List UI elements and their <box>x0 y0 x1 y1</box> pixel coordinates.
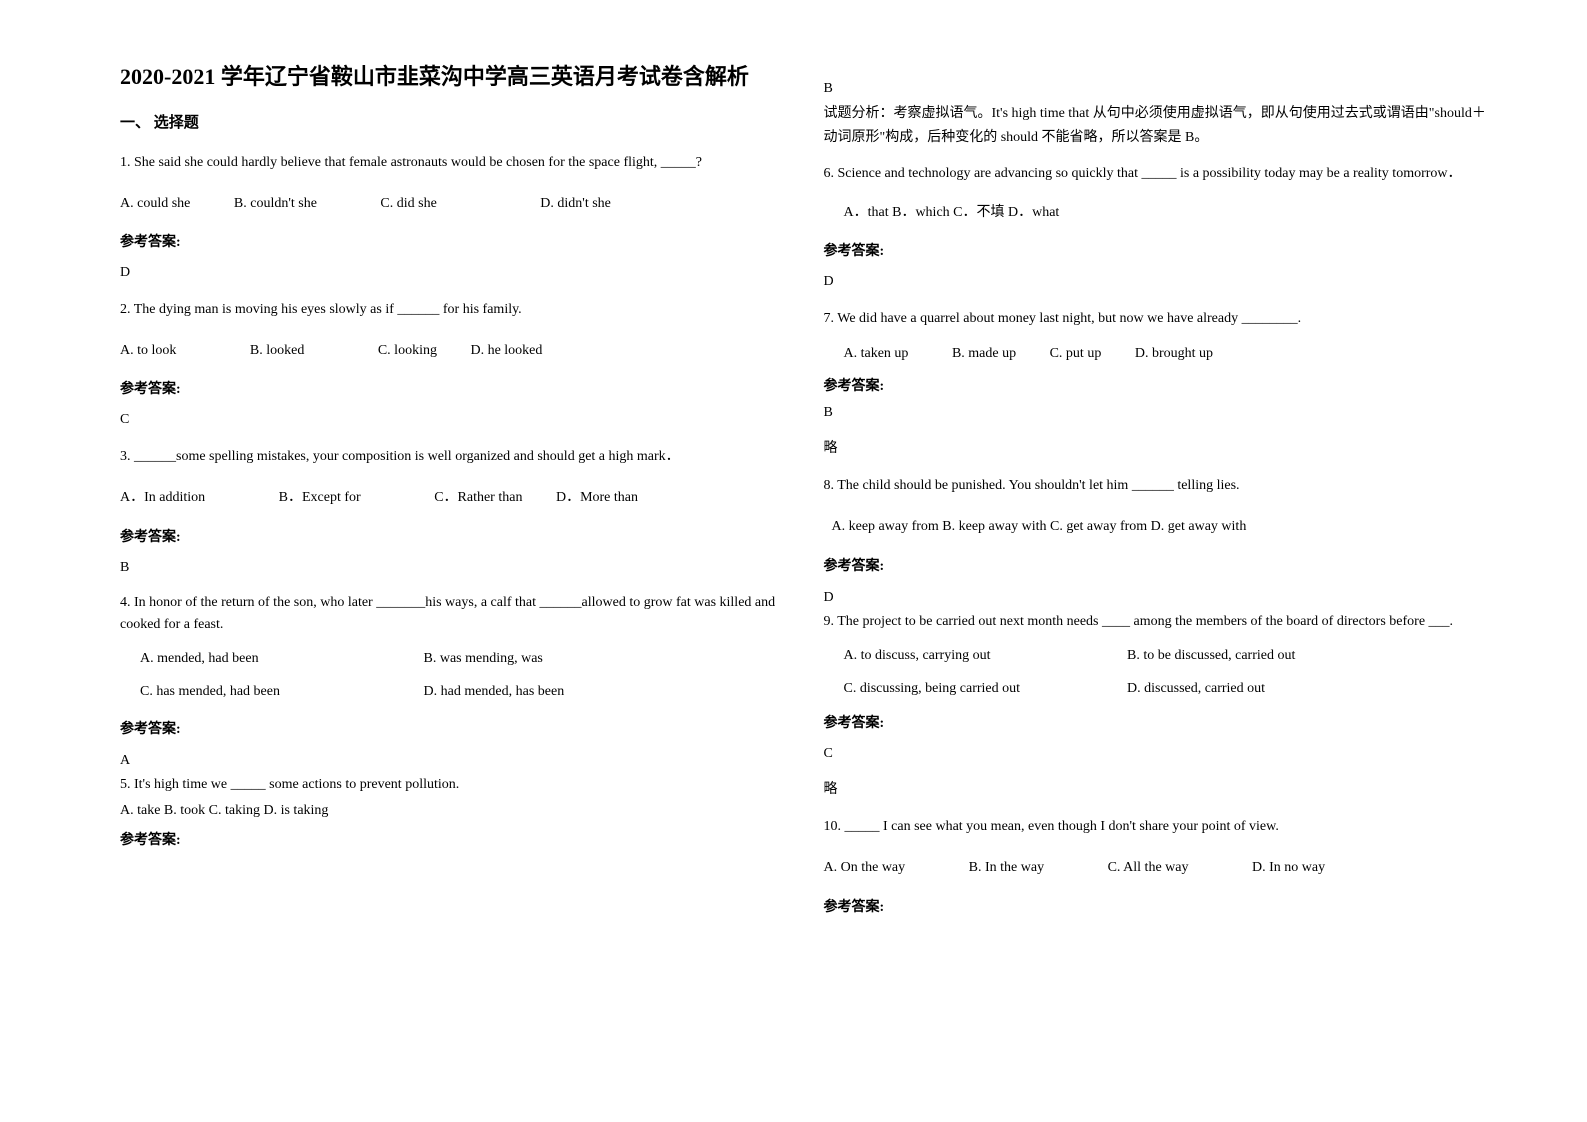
q7-text: 7. We did have a quarrel about money las… <box>824 306 1488 333</box>
q8-options: A. keep away from B. keep away with C. g… <box>824 514 1488 541</box>
q10-opt-d: D. In no way <box>1252 855 1325 882</box>
q7-options: A. taken up B. made up C. put up D. brou… <box>824 341 1488 368</box>
q5-analysis: 试题分析：考察虚拟语气。It's high time that 从句中必须使用虚… <box>824 102 1488 150</box>
q3-answer: B <box>120 560 784 576</box>
q7-opt-b: B. made up <box>952 341 1016 368</box>
q3-text: 3. ______some spelling mistakes, your co… <box>120 444 784 471</box>
q10-opt-b: B. In the way <box>969 855 1044 882</box>
q2-opt-c: C. looking <box>378 338 437 365</box>
q7-opt-c: C. put up <box>1050 341 1102 368</box>
q1-opt-b: B. couldn't she <box>234 191 317 218</box>
q6-text: 6. Science and technology are advancing … <box>824 162 1488 186</box>
q7-opt-d: D. brought up <box>1135 341 1213 368</box>
q6-answer: D <box>824 274 1488 290</box>
q3-opt-c: C．Rather than <box>434 485 522 512</box>
q1-text: 1. She said she could hardly believe tha… <box>120 150 784 177</box>
q9-opt-a: A. to discuss, carrying out <box>844 643 1124 670</box>
q3-opt-d: D．More than <box>556 485 638 512</box>
q4-opt-c: C. has mended, had been <box>140 679 420 706</box>
q3-opt-b: B．Except for <box>279 485 361 512</box>
document-page: 2020-2021 学年辽宁省鞍山市韭菜沟中学高三英语月考试卷含解析 一、 选择… <box>0 0 1587 1122</box>
q9-note: 略 <box>824 778 1488 798</box>
q1-options: A. could she B. couldn't she C. did she … <box>120 191 784 218</box>
q4-answer-label: 参考答案: <box>120 718 784 738</box>
q6-options: A．that B．which C．不填 D．what <box>824 200 1488 227</box>
q8-answer-label: 参考答案: <box>824 555 1488 575</box>
q9-opt-d: D. discussed, carried out <box>1127 676 1407 703</box>
q3-options: A．In addition B．Except for C．Rather than… <box>120 485 784 512</box>
q4-opt-d: D. had mended, has been <box>424 679 704 706</box>
q9-options-row2: C. discussing, being carried out D. disc… <box>824 676 1488 703</box>
q1-answer: D <box>120 265 784 281</box>
q9-text: 9. The project to be carried out next mo… <box>824 611 1488 633</box>
q2-text: 2. The dying man is moving his eyes slow… <box>120 297 784 324</box>
q4-options-row2: C. has mended, had been D. had mended, h… <box>120 679 784 706</box>
q3-opt-a: A．In addition <box>120 485 205 512</box>
q9-options-row1: A. to discuss, carrying out B. to be dis… <box>824 643 1488 670</box>
q6-answer-label: 参考答案: <box>824 240 1488 260</box>
q9-opt-b: B. to be discussed, carried out <box>1127 643 1407 670</box>
q4-options-row1: A. mended, had been B. was mending, was <box>120 646 784 673</box>
q10-answer-label: 参考答案: <box>824 896 1488 916</box>
q8-text: 8. The child should be punished. You sho… <box>824 473 1488 500</box>
q1-answer-label: 参考答案: <box>120 231 784 251</box>
q5-answer-label: 参考答案: <box>120 829 784 849</box>
q2-opt-b: B. looked <box>250 338 304 365</box>
q4-answer: A <box>120 752 784 770</box>
q5-text: 5. It's high time we _____ some actions … <box>120 774 784 796</box>
q10-opt-a: A. On the way <box>824 855 906 882</box>
q10-opt-c: C. All the way <box>1108 855 1189 882</box>
q2-answer: C <box>120 412 784 428</box>
q9-answer: C <box>824 746 1488 762</box>
q7-answer-label: 参考答案: <box>824 375 1488 395</box>
q10-text: 10. _____ I can see what you mean, even … <box>824 814 1488 841</box>
q5-options: A. take B. took C. taking D. is taking <box>120 800 784 822</box>
q1-opt-c: C. did she <box>380 191 436 218</box>
q1-opt-d: D. didn't she <box>540 191 611 218</box>
q8-answer: D <box>824 589 1488 607</box>
right-column: B 试题分析：考察虚拟语气。It's high time that 从句中必须使… <box>804 60 1508 1082</box>
q4-opt-a: A. mended, had been <box>140 646 420 673</box>
section-header: 一、 选择题 <box>120 111 784 132</box>
q2-opt-d: D. he looked <box>470 338 542 365</box>
q2-answer-label: 参考答案: <box>120 378 784 398</box>
q9-opt-c: C. discussing, being carried out <box>844 676 1124 703</box>
q9-answer-label: 参考答案: <box>824 712 1488 732</box>
q10-options: A. On the way B. In the way C. All the w… <box>824 855 1488 882</box>
q7-opt-a: A. taken up <box>844 341 909 368</box>
q4-text-content: 4. In honor of the return of the son, wh… <box>120 595 775 632</box>
q4-text: 4. In honor of the return of the son, wh… <box>120 592 784 637</box>
q5-answer: B <box>824 80 1488 98</box>
q1-opt-a: A. could she <box>120 191 190 218</box>
document-title: 2020-2021 学年辽宁省鞍山市韭菜沟中学高三英语月考试卷含解析 <box>120 60 784 93</box>
q4-opt-b: B. was mending, was <box>424 646 704 673</box>
q7-note: 略 <box>824 437 1488 457</box>
q2-options: A. to look B. looked C. looking D. he lo… <box>120 338 784 365</box>
left-column: 2020-2021 学年辽宁省鞍山市韭菜沟中学高三英语月考试卷含解析 一、 选择… <box>100 60 804 1082</box>
q7-answer: B <box>824 405 1488 421</box>
q2-opt-a: A. to look <box>120 338 176 365</box>
q3-answer-label: 参考答案: <box>120 526 784 546</box>
